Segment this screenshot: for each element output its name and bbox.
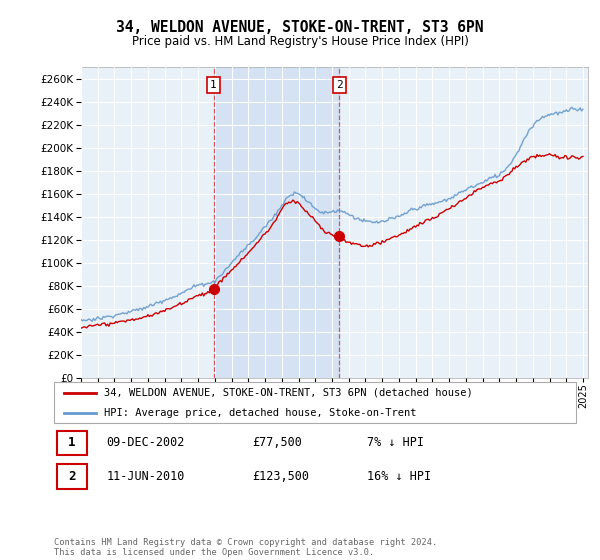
Text: Contains HM Land Registry data © Crown copyright and database right 2024.
This d: Contains HM Land Registry data © Crown c… bbox=[54, 538, 437, 557]
Text: 7% ↓ HPI: 7% ↓ HPI bbox=[367, 436, 424, 450]
Text: 34, WELDON AVENUE, STOKE-ON-TRENT, ST3 6PN (detached house): 34, WELDON AVENUE, STOKE-ON-TRENT, ST3 6… bbox=[104, 388, 472, 398]
Text: Price paid vs. HM Land Registry's House Price Index (HPI): Price paid vs. HM Land Registry's House … bbox=[131, 35, 469, 48]
Text: HPI: Average price, detached house, Stoke-on-Trent: HPI: Average price, detached house, Stok… bbox=[104, 408, 416, 418]
Text: 11-JUN-2010: 11-JUN-2010 bbox=[106, 470, 185, 483]
Text: 09-DEC-2002: 09-DEC-2002 bbox=[106, 436, 185, 450]
Text: £77,500: £77,500 bbox=[253, 436, 302, 450]
FancyBboxPatch shape bbox=[56, 431, 87, 455]
Text: 34, WELDON AVENUE, STOKE-ON-TRENT, ST3 6PN: 34, WELDON AVENUE, STOKE-ON-TRENT, ST3 6… bbox=[116, 20, 484, 35]
Text: 2: 2 bbox=[68, 470, 76, 483]
Text: 2: 2 bbox=[336, 80, 343, 90]
Bar bbox=[214, 67, 340, 378]
Text: 1: 1 bbox=[210, 80, 217, 90]
Text: 16% ↓ HPI: 16% ↓ HPI bbox=[367, 470, 431, 483]
Text: £123,500: £123,500 bbox=[253, 470, 310, 483]
Text: 1: 1 bbox=[68, 436, 76, 450]
FancyBboxPatch shape bbox=[54, 382, 576, 423]
FancyBboxPatch shape bbox=[56, 464, 87, 489]
